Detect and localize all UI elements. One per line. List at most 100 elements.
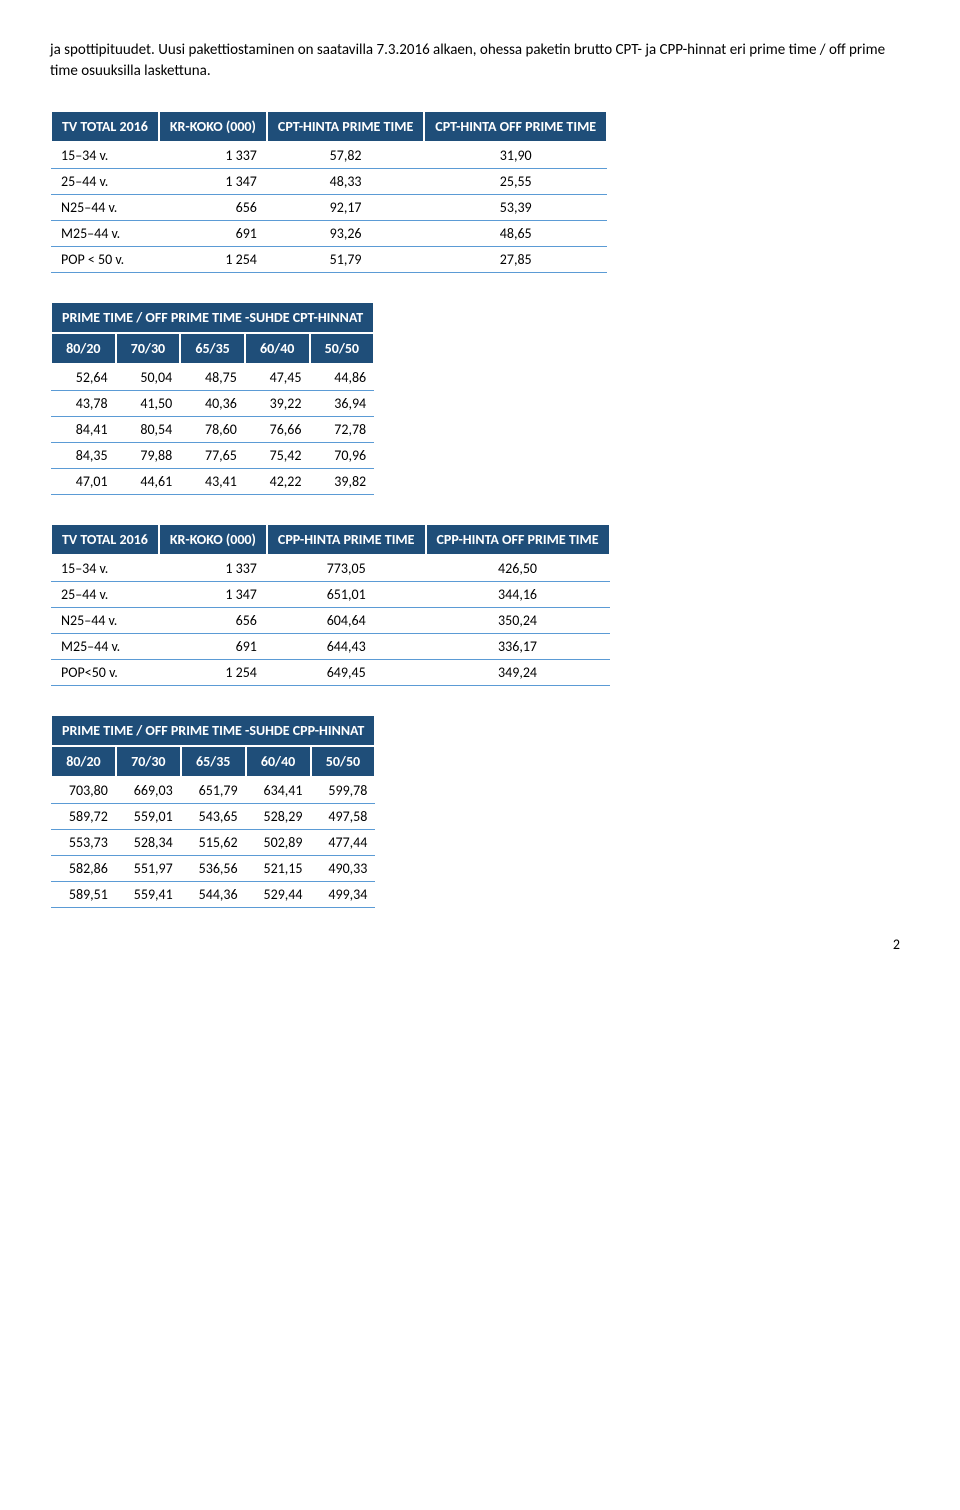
ratio-cell: 497,58 [311, 804, 376, 830]
ratio-column-header: 50/50 [311, 746, 376, 777]
ratio-cell: 84,35 [51, 443, 116, 469]
ratio-cell: 42,22 [245, 469, 310, 495]
table-row: 15–34 v.1 33757,8231,90 [51, 142, 607, 169]
ratio-cell: 551,97 [116, 856, 181, 882]
table-row: 84,4180,5478,6076,6672,78 [51, 417, 374, 443]
prime-cell: 57,82 [267, 142, 424, 169]
cpt-ratio-title: PRIME TIME / OFF PRIME TIME -SUHDE CPT-H… [51, 302, 374, 333]
ratio-column-header: 50/50 [310, 333, 375, 364]
ratio-cell: 559,41 [116, 882, 181, 908]
krkoko-cell: 1 347 [159, 582, 267, 608]
ratio-cell: 72,78 [310, 417, 375, 443]
row-label: N25–44 v. [51, 608, 159, 634]
krkoko-cell: 1 337 [159, 142, 267, 169]
ratio-cell: 41,50 [116, 391, 181, 417]
ratio-cell: 44,86 [310, 364, 375, 391]
ratio-cell: 79,88 [116, 443, 181, 469]
offprime-cell: 336,17 [426, 634, 610, 660]
ratio-column-header: 60/40 [246, 746, 311, 777]
ratio-cell: 75,42 [245, 443, 310, 469]
ratio-cell: 47,45 [245, 364, 310, 391]
cpt-price-table: TV TOTAL 2016 KR-KOKO (000) CPT-HINTA PR… [50, 110, 608, 273]
table-row: 589,72559,01543,65528,29497,58 [51, 804, 375, 830]
prime-cell: 644,43 [267, 634, 426, 660]
row-label: M25–44 v. [51, 634, 159, 660]
ratio-cell: 48,75 [180, 364, 245, 391]
prime-cell: 604,64 [267, 608, 426, 634]
offprime-cell: 349,24 [426, 660, 610, 686]
ratio-cell: 553,73 [51, 830, 116, 856]
table-row: 52,6450,0448,7547,4544,86 [51, 364, 374, 391]
ratio-cell: 528,29 [246, 804, 311, 830]
table-row: N25–44 v.656604,64350,24 [51, 608, 610, 634]
ratio-cell: 77,65 [180, 443, 245, 469]
ratio-cell: 490,33 [311, 856, 376, 882]
intro-paragraph: ja spottipituudet. Uusi pakettiostaminen… [50, 40, 910, 82]
table-row: POP<50 v.1 254649,45349,24 [51, 660, 610, 686]
krkoko-cell: 1 347 [159, 169, 267, 195]
ratio-cell: 43,41 [180, 469, 245, 495]
row-label: N25–44 v. [51, 195, 159, 221]
cpp-title-header: TV TOTAL 2016 [51, 524, 159, 555]
ratio-cell: 40,36 [180, 391, 245, 417]
ratio-cell: 44,61 [116, 469, 181, 495]
table-row: 25–44 v.1 347651,01344,16 [51, 582, 610, 608]
table-row: 703,80669,03651,79634,41599,78 [51, 777, 375, 804]
offprime-cell: 31,90 [424, 142, 607, 169]
ratio-cell: 502,89 [246, 830, 311, 856]
offprime-cell: 344,16 [426, 582, 610, 608]
ratio-cell: 47,01 [51, 469, 116, 495]
ratio-column-header: 80/20 [51, 333, 116, 364]
ratio-cell: 477,44 [311, 830, 376, 856]
row-label: M25–44 v. [51, 221, 159, 247]
krkoko-cell: 691 [159, 221, 267, 247]
prime-cell: 773,05 [267, 555, 426, 582]
ratio-cell: 84,41 [51, 417, 116, 443]
ratio-cell: 50,04 [116, 364, 181, 391]
ratio-cell: 521,15 [246, 856, 311, 882]
krkoko-cell: 656 [159, 608, 267, 634]
krkoko-cell: 1 337 [159, 555, 267, 582]
cpt-title-header: TV TOTAL 2016 [51, 111, 159, 142]
ratio-cell: 669,03 [116, 777, 181, 804]
ratio-column-header: 65/35 [181, 746, 246, 777]
row-label: 25–44 v. [51, 169, 159, 195]
row-label: 25–44 v. [51, 582, 159, 608]
cpt-ratio-table: PRIME TIME / OFF PRIME TIME -SUHDE CPT-H… [50, 301, 375, 495]
krkoko-cell: 1 254 [159, 660, 267, 686]
ratio-column-header: 80/20 [51, 746, 116, 777]
row-label: 15–34 v. [51, 142, 159, 169]
offprime-cell: 350,24 [426, 608, 610, 634]
table-row: POP < 50 v.1 25451,7927,85 [51, 247, 607, 273]
cpp-krkoko-header: KR-KOKO (000) [159, 524, 267, 555]
ratio-cell: 529,44 [246, 882, 311, 908]
table-row: M25–44 v.69193,2648,65 [51, 221, 607, 247]
krkoko-cell: 1 254 [159, 247, 267, 273]
ratio-cell: 52,64 [51, 364, 116, 391]
prime-cell: 649,45 [267, 660, 426, 686]
table-row: 25–44 v.1 34748,3325,55 [51, 169, 607, 195]
cpt-krkoko-header: KR-KOKO (000) [159, 111, 267, 142]
table-row: 43,7841,5040,3639,2236,94 [51, 391, 374, 417]
table-row: 47,0144,6143,4142,2239,82 [51, 469, 374, 495]
cpp-prime-header: CPP-HINTA PRIME TIME [267, 524, 426, 555]
ratio-cell: 76,66 [245, 417, 310, 443]
offprime-cell: 53,39 [424, 195, 607, 221]
cpp-ratio-table: PRIME TIME / OFF PRIME TIME -SUHDE CPP-H… [50, 714, 376, 908]
krkoko-cell: 656 [159, 195, 267, 221]
ratio-column-header: 60/40 [245, 333, 310, 364]
page-number: 2 [50, 936, 910, 953]
table-row: 84,3579,8877,6575,4270,96 [51, 443, 374, 469]
prime-cell: 93,26 [267, 221, 424, 247]
ratio-cell: 543,65 [181, 804, 246, 830]
ratio-cell: 703,80 [51, 777, 116, 804]
prime-cell: 651,01 [267, 582, 426, 608]
ratio-cell: 528,34 [116, 830, 181, 856]
ratio-cell: 599,78 [311, 777, 376, 804]
ratio-cell: 39,22 [245, 391, 310, 417]
cpp-price-table: TV TOTAL 2016 KR-KOKO (000) CPP-HINTA PR… [50, 523, 611, 686]
krkoko-cell: 691 [159, 634, 267, 660]
prime-cell: 48,33 [267, 169, 424, 195]
cpp-ratio-title: PRIME TIME / OFF PRIME TIME -SUHDE CPP-H… [51, 715, 375, 746]
ratio-cell: 582,86 [51, 856, 116, 882]
